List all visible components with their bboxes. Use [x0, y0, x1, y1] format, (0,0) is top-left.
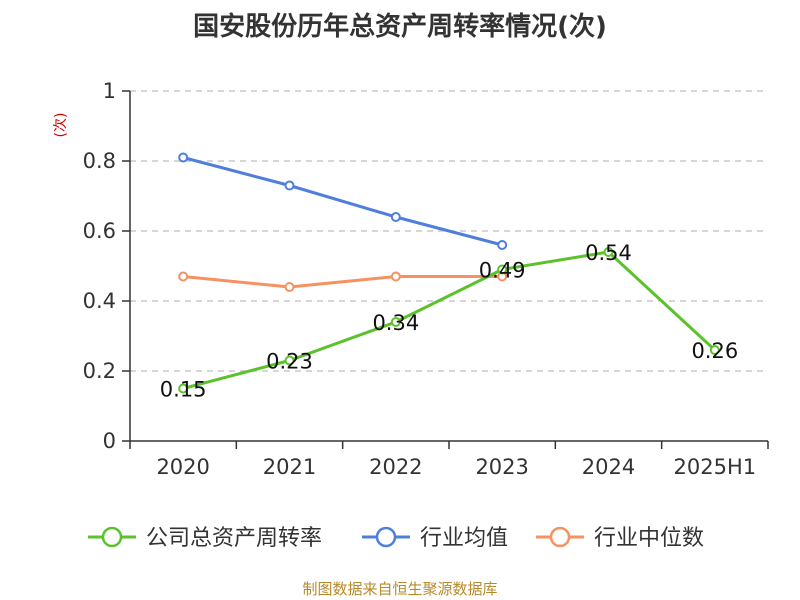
- source-footer: 制图数据来自恒生聚源数据库: [302, 580, 498, 598]
- x-tick-label: 2020: [156, 455, 209, 479]
- legend-label: 行业均值: [420, 526, 508, 551]
- data-label: 0.15: [160, 378, 207, 402]
- y-tick-label: 0.8: [83, 149, 116, 173]
- y-tick-label: 1: [103, 79, 116, 103]
- legend-marker: [101, 526, 123, 548]
- x-tick-label: 2022: [369, 455, 422, 479]
- x-tick-label: 2021: [263, 455, 316, 479]
- x-tick-label: 2024: [582, 455, 635, 479]
- series-line-1: [182, 156, 503, 247]
- data-label: 0.54: [585, 241, 632, 265]
- data-point: [390, 212, 401, 222]
- series-line-0: [182, 250, 716, 390]
- data-point: [284, 355, 295, 366]
- data-point: [497, 264, 508, 275]
- legend-label: 公司总资产周转率: [146, 526, 322, 551]
- data-point: [284, 282, 295, 292]
- data-point: [709, 345, 720, 355]
- data-label: 0.26: [691, 339, 738, 363]
- data-label: 0.49: [479, 259, 526, 283]
- series-lines: [178, 152, 720, 394]
- data-point: [178, 271, 189, 282]
- data-point: [390, 317, 401, 327]
- x-tick-label: 2023: [475, 455, 528, 479]
- data-point: [284, 180, 295, 191]
- data-point: [178, 152, 189, 163]
- data-label: 0.23: [266, 350, 313, 374]
- chart-title: 国安股份历年总资产周转率情况(次): [193, 12, 607, 42]
- axes: 0 0.2 0.4 0.6 0.8 1 2020 2021 2022 2023 2024 2025H1: [83, 79, 769, 479]
- series-line-2: [183, 275, 503, 289]
- y-tick-label: 0.2: [83, 359, 116, 383]
- legend-marker: [549, 526, 571, 548]
- data-point: [178, 383, 189, 394]
- data-label: 0.34: [372, 311, 419, 335]
- data-point: [603, 247, 614, 257]
- y-tick-label: 0.4: [83, 289, 116, 313]
- x-tick-label: 2025H1: [674, 455, 757, 479]
- data-point: [497, 240, 508, 250]
- y-tick-label: 0: [103, 429, 116, 453]
- data-labels: 0.15 0.23 0.34 0.49 0.54 0.26: [160, 241, 738, 402]
- legend-label: 行业中位数: [594, 526, 704, 551]
- data-point: [390, 271, 401, 282]
- legend-marker: [375, 526, 397, 548]
- legend: 公司总资产周转率 行业均值 行业中位数: [88, 526, 704, 551]
- y-tick-label: 0.6: [83, 219, 116, 243]
